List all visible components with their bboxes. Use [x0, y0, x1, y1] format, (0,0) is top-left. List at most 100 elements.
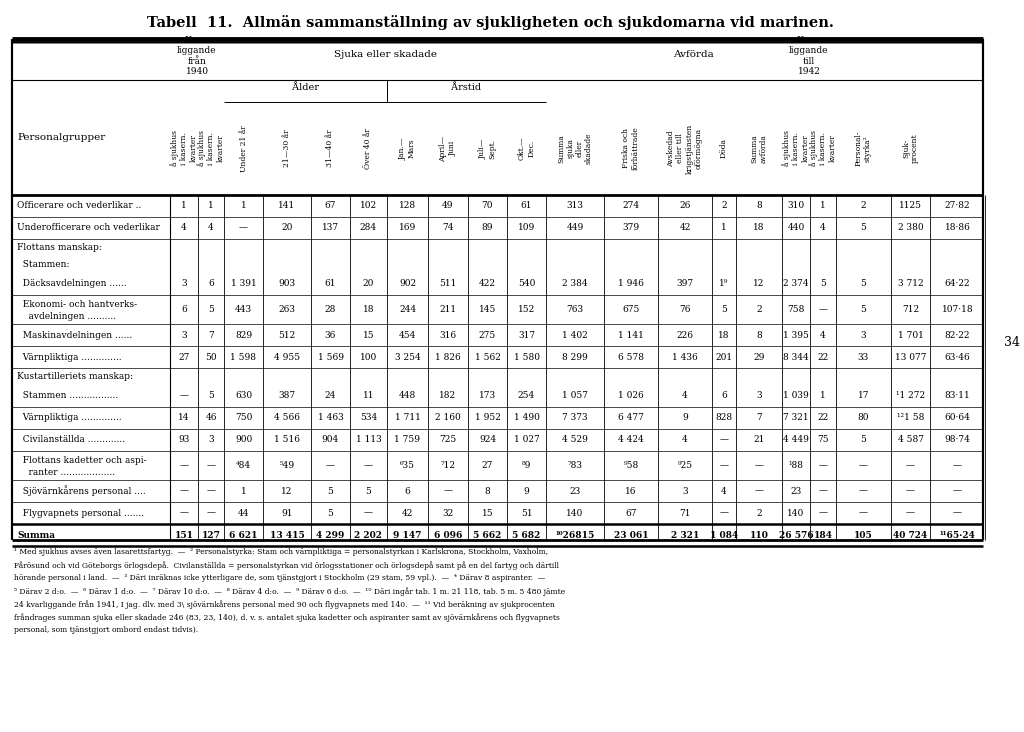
Text: 1 826: 1 826: [435, 353, 461, 362]
Text: 98·74: 98·74: [944, 436, 971, 444]
Text: Personal-
styrka²: Personal- styrka²: [855, 131, 872, 166]
Text: 4 587: 4 587: [897, 436, 924, 444]
Text: 107·18: 107·18: [942, 305, 974, 314]
Text: 29: 29: [754, 353, 765, 362]
Text: 21: 21: [754, 436, 765, 444]
Text: 137: 137: [322, 223, 339, 233]
Text: 3: 3: [756, 392, 762, 400]
Text: 70: 70: [481, 201, 494, 211]
Text: fråndrages summan sjuka eller skadade 246 (83, 23, 140), d. v. s. antalet sjuka : fråndrages summan sjuka eller skadade 24…: [14, 613, 560, 621]
Text: Avskedad
eller till
krigstjänsten
oförmögna: Avskedad eller till krigstjänsten oförmö…: [668, 124, 702, 173]
Text: —: —: [906, 509, 915, 518]
Text: Värnpliktiga ..............: Värnpliktiga ..............: [17, 414, 122, 422]
Text: —: —: [207, 509, 215, 518]
Text: Kvar-
liggande
till
1942: Kvar- liggande till 1942: [790, 36, 828, 76]
Text: Summa: Summa: [17, 531, 55, 539]
Text: 1 395: 1 395: [783, 331, 809, 340]
Text: 71: 71: [679, 509, 691, 518]
Text: 540: 540: [518, 280, 536, 288]
Text: 140: 140: [787, 509, 805, 518]
Text: 902: 902: [399, 280, 416, 288]
Text: —: —: [953, 509, 962, 518]
Text: 397: 397: [677, 280, 693, 288]
Text: 3: 3: [181, 280, 186, 288]
Text: 105: 105: [854, 531, 872, 539]
Text: Däcksavdelningen ......: Däcksavdelningen ......: [17, 280, 127, 288]
Text: Kvar-
liggande
från
1940: Kvar- liggande från 1940: [177, 36, 217, 76]
Text: Kustartilleriets manskap:: Kustartilleriets manskap:: [17, 372, 133, 381]
Text: 3: 3: [181, 331, 186, 340]
Text: ⁸9: ⁸9: [522, 461, 531, 470]
Text: Stammen:: Stammen:: [17, 260, 70, 269]
Text: 1⁹: 1⁹: [719, 280, 729, 288]
Text: 4 299: 4 299: [316, 531, 345, 539]
Text: 9: 9: [523, 487, 529, 496]
Text: 23 061: 23 061: [613, 531, 648, 539]
Text: 274: 274: [623, 201, 640, 211]
Text: Summa
avförda: Summa avförda: [751, 134, 768, 163]
Text: —: —: [720, 436, 728, 444]
Text: 4: 4: [820, 223, 826, 233]
Text: 13 415: 13 415: [269, 531, 304, 539]
Text: hörande personal i land.  —  ³ Däri inräknas icke ytterligare de, som tjänstgjor: hörande personal i land. — ³ Däri inräkn…: [14, 574, 546, 582]
Text: 15: 15: [481, 509, 494, 518]
Text: Ekonomi- och hantverks-: Ekonomi- och hantverks-: [17, 300, 137, 309]
Text: 36: 36: [325, 331, 336, 340]
Text: 5: 5: [366, 487, 372, 496]
Text: —: —: [179, 509, 188, 518]
Text: å sjukhus
i kasern.
kvarter: å sjukhus i kasern. kvarter: [782, 130, 810, 166]
Text: 2 380: 2 380: [898, 223, 924, 233]
Text: ⁶35: ⁶35: [400, 461, 415, 470]
Text: 1 463: 1 463: [317, 414, 343, 422]
Text: Döda: Döda: [720, 138, 728, 159]
Text: 712: 712: [902, 305, 920, 314]
Text: 1: 1: [820, 392, 826, 400]
Text: —: —: [179, 461, 188, 470]
Text: 750: 750: [234, 414, 252, 422]
Text: —: —: [818, 305, 827, 314]
Text: —: —: [179, 487, 188, 496]
Text: 8: 8: [484, 487, 490, 496]
Text: 100: 100: [359, 353, 377, 362]
Text: 201: 201: [716, 353, 732, 362]
Text: 74: 74: [442, 223, 454, 233]
Text: —: —: [755, 487, 764, 496]
Text: —: —: [364, 461, 373, 470]
Text: 80: 80: [858, 414, 869, 422]
Text: —: —: [906, 487, 915, 496]
Text: 534: 534: [359, 414, 377, 422]
Text: 4 955: 4 955: [274, 353, 300, 362]
Text: 317: 317: [518, 331, 536, 340]
Text: 8 344: 8 344: [783, 353, 809, 362]
Text: 511: 511: [439, 280, 457, 288]
Text: 141: 141: [279, 201, 296, 211]
Text: Ålder: Ålder: [292, 83, 319, 92]
Text: 12: 12: [282, 487, 293, 496]
Text: 76: 76: [679, 305, 691, 314]
Text: 18: 18: [754, 223, 765, 233]
Text: 2: 2: [756, 305, 762, 314]
Text: 829: 829: [234, 331, 252, 340]
Text: Flygvapnets personal .......: Flygvapnets personal .......: [17, 509, 144, 518]
Text: 182: 182: [439, 392, 457, 400]
Text: 4: 4: [820, 331, 826, 340]
Text: 9: 9: [682, 414, 688, 422]
Text: 1 057: 1 057: [562, 392, 588, 400]
Text: 6: 6: [208, 280, 214, 288]
Text: 15: 15: [362, 331, 375, 340]
Text: ⁷12: ⁷12: [440, 461, 456, 470]
Text: 18: 18: [362, 305, 374, 314]
Text: 145: 145: [479, 305, 497, 314]
Text: 1: 1: [820, 201, 826, 211]
Text: Flottans manskap:: Flottans manskap:: [17, 243, 101, 252]
Text: 2: 2: [756, 509, 762, 518]
Text: 44: 44: [238, 509, 249, 518]
Text: 448: 448: [399, 392, 416, 400]
Text: 18: 18: [718, 331, 730, 340]
Text: Underofficerare och vederlikar: Underofficerare och vederlikar: [17, 223, 160, 233]
Text: 27: 27: [482, 461, 494, 470]
Text: 443: 443: [234, 305, 252, 314]
Text: 110: 110: [750, 531, 768, 539]
Text: —: —: [720, 509, 728, 518]
Text: 275: 275: [479, 331, 496, 340]
